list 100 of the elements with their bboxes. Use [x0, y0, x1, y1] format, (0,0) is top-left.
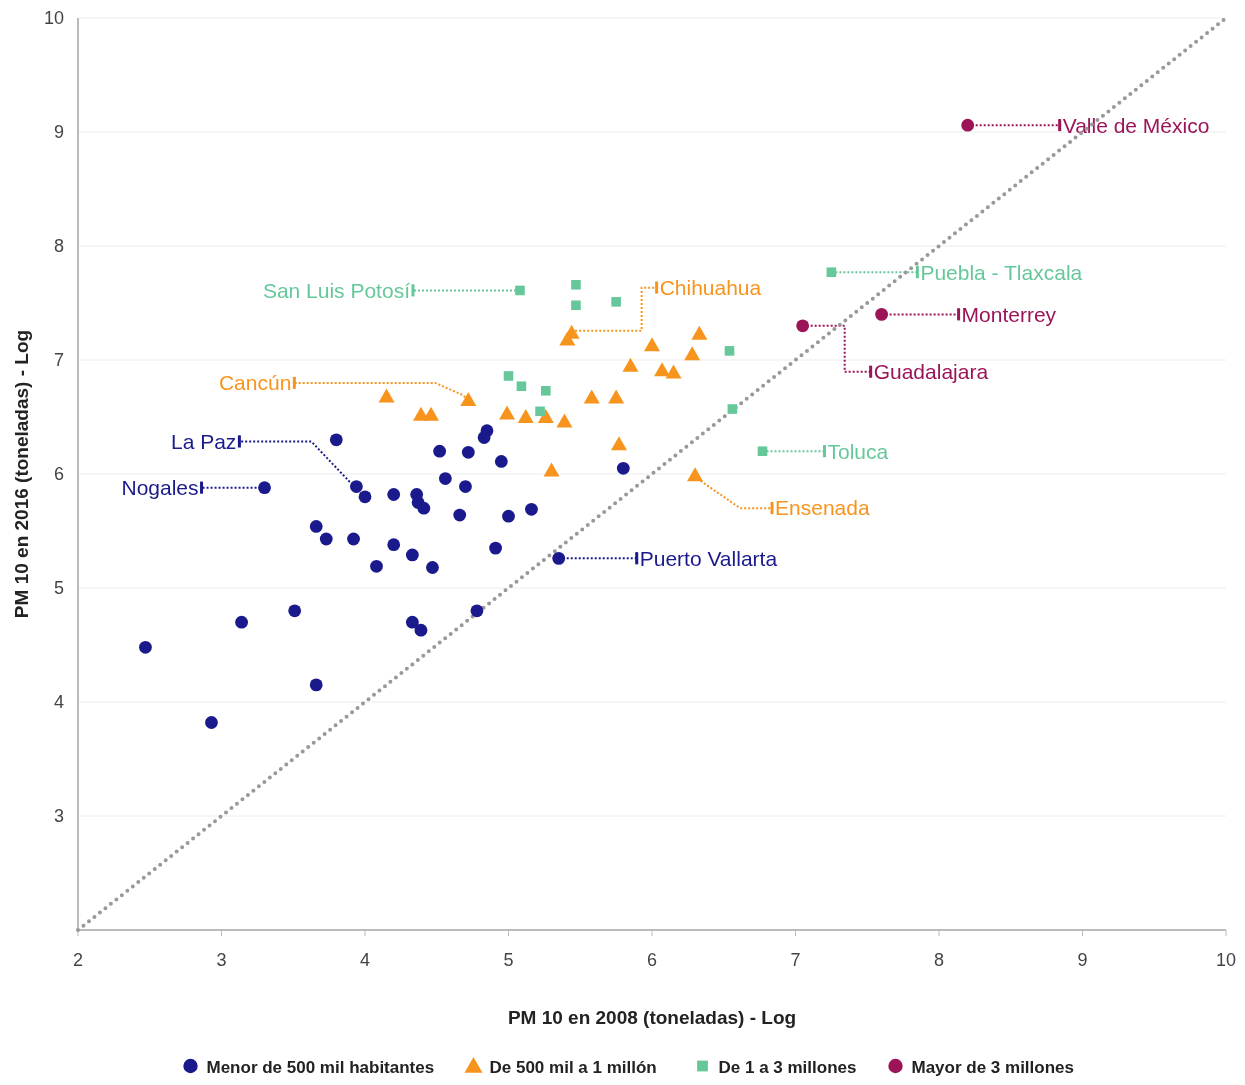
point: [459, 480, 472, 493]
point: [309, 678, 323, 692]
x-axis-title: PM 10 en 2008 (toneladas) - Log: [507, 1007, 797, 1028]
annotation: Puebla - Tlaxcala: [920, 260, 1083, 284]
point: [616, 461, 630, 475]
annotation: San Luis Potosí: [262, 278, 411, 302]
legend-label: De 500 mil a 1 millón: [489, 1057, 657, 1077]
annotation: Guadalajara: [873, 360, 989, 384]
x-tick-label: 8: [933, 950, 945, 970]
point: [460, 391, 477, 406]
x-tick-label: 3: [216, 950, 227, 970]
point: [611, 297, 621, 307]
point: [687, 467, 704, 482]
point: [405, 615, 419, 629]
point: [516, 381, 527, 392]
point: [727, 404, 738, 414]
point: [423, 406, 440, 421]
point: [461, 445, 475, 459]
point: [453, 508, 467, 522]
point: [288, 604, 302, 618]
annotation: Valle de México: [1062, 113, 1210, 137]
point: [543, 462, 560, 477]
point: [665, 364, 682, 379]
point: [502, 509, 515, 523]
point: [347, 532, 360, 546]
y-tick-label: 7: [53, 350, 64, 371]
point: [563, 324, 580, 339]
y-tick-label: 4: [53, 692, 64, 713]
point: [503, 371, 514, 381]
point: [611, 436, 627, 451]
point: [139, 640, 152, 654]
point: [571, 300, 581, 311]
point: [405, 548, 419, 562]
y-axis-title: PM 10 en 2016 (toneladas) - Log: [11, 329, 32, 619]
point: [258, 481, 271, 495]
point: [499, 405, 516, 420]
annotation: Nogales: [121, 476, 199, 500]
point: [370, 559, 383, 573]
annotation: Chihuahua: [659, 275, 762, 299]
y-tick-label: 8: [53, 236, 64, 257]
point: [622, 357, 639, 372]
x-tick-label: 6: [646, 950, 658, 970]
point: [541, 385, 551, 396]
point: [796, 319, 810, 333]
point: [644, 337, 660, 352]
point: [961, 118, 975, 132]
point: [438, 472, 452, 485]
annotation: Cancún: [218, 371, 292, 395]
point: [414, 623, 428, 637]
x-tick-label: 2: [72, 950, 84, 970]
y-tick-label: 3: [53, 806, 64, 827]
point: [724, 346, 735, 356]
point: [417, 501, 431, 515]
point: [552, 551, 566, 565]
y-tick-label: 9: [53, 122, 64, 143]
point: [654, 362, 671, 377]
point: [470, 604, 484, 618]
legend-label: De 1 a 3 millones: [718, 1057, 857, 1077]
point: [205, 716, 218, 729]
y-tick-label: 10: [43, 8, 64, 29]
point: [691, 325, 708, 340]
annotation: Monterrey: [961, 302, 1057, 326]
point: [571, 279, 581, 290]
point: [826, 267, 837, 278]
y-tick-label: 6: [53, 464, 64, 485]
x-tick-label: 4: [359, 950, 371, 970]
point: [684, 346, 701, 361]
point: [556, 413, 573, 428]
point: [433, 444, 447, 458]
annotation: La Paz: [171, 429, 237, 453]
point: [480, 424, 494, 438]
point: [358, 490, 372, 504]
point: [319, 532, 333, 546]
point: [426, 561, 439, 574]
annotation: Toluca: [827, 439, 889, 463]
point: [757, 446, 768, 456]
x-tick-label: 7: [790, 950, 801, 970]
point: [583, 389, 600, 404]
point: [608, 389, 625, 404]
x-tick-label: 5: [503, 950, 514, 970]
point: [515, 285, 525, 296]
point: [875, 308, 888, 321]
legend-label: Menor de 500 mil habitantes: [206, 1057, 435, 1077]
point: [329, 433, 343, 447]
point: [489, 541, 502, 555]
point: [378, 388, 395, 403]
point: [525, 502, 538, 516]
y-tick-label: 5: [53, 578, 64, 599]
x-tick-label: 10: [1215, 950, 1237, 970]
point: [387, 488, 401, 501]
point: [517, 409, 534, 423]
x-tick-label: 9: [1077, 950, 1088, 970]
point: [235, 615, 248, 629]
point: [309, 520, 323, 533]
annotation: Puerto Vallarta: [639, 546, 778, 570]
point: [494, 455, 508, 468]
legend-label: Mayor de 3 millones: [911, 1057, 1074, 1077]
point: [349, 480, 363, 493]
annotation: Ensenada: [775, 496, 870, 520]
point: [537, 409, 554, 423]
